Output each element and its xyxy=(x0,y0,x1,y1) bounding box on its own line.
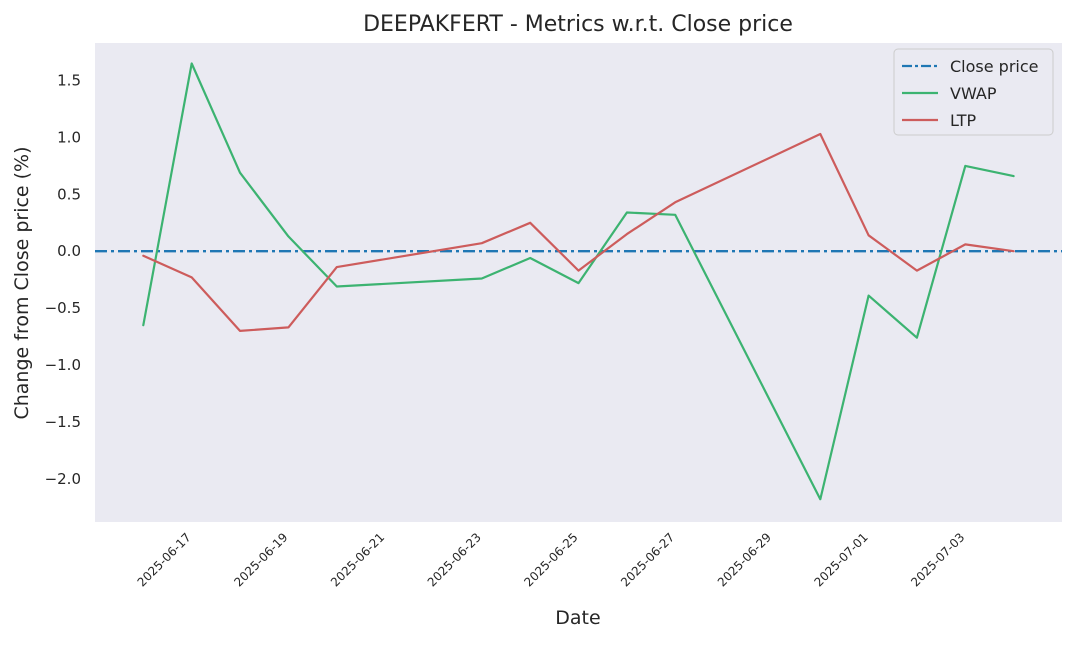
x-tick-label: 2025-06-25 xyxy=(521,530,580,589)
x-axis: 2025-06-17 2025-06-19 2025-06-21 2025-06-23… xyxy=(135,530,968,589)
x-tick-label: 2025-06-21 xyxy=(328,530,387,589)
x-tick-label: 2025-06-29 xyxy=(715,530,774,589)
y-tick-label: 0.5 xyxy=(57,185,81,203)
y-axis-label: Change from Close price (%) xyxy=(11,146,33,419)
x-tick-label: 2025-06-23 xyxy=(425,530,484,589)
chart-title: DEEPAKFERT - Metrics w.r.t. Close price xyxy=(363,12,793,37)
y-axis: 1.5 1.0 0.5 0.0 −0.5 −1.0 −1.5 −2.0 xyxy=(45,72,81,488)
x-tick-label: 2025-06-27 xyxy=(618,530,677,589)
legend-label: VWAP xyxy=(950,84,997,103)
x-tick-label: 2025-06-17 xyxy=(135,530,194,589)
series-layer xyxy=(95,62,1062,501)
x-axis-label: Date xyxy=(555,607,600,629)
legend-label: LTP xyxy=(950,111,976,130)
series-line-vwap xyxy=(142,62,1015,501)
x-tick-label: 2025-06-19 xyxy=(231,530,290,589)
y-tick-label: −1.0 xyxy=(45,356,81,374)
y-tick-label: −2.0 xyxy=(45,470,81,488)
x-tick-label: 2025-07-01 xyxy=(812,530,871,589)
x-tick-label: 2025-07-03 xyxy=(908,530,967,589)
y-tick-label: 1.0 xyxy=(57,128,81,146)
legend: Close price VWAP LTP xyxy=(893,48,1054,136)
legend-box xyxy=(893,48,1054,136)
y-tick-label: 0.0 xyxy=(57,242,81,260)
y-tick-label: 1.5 xyxy=(57,72,81,90)
series-line-ltp xyxy=(142,132,1015,332)
y-tick-label: −1.5 xyxy=(45,413,81,431)
y-tick-label: −0.5 xyxy=(45,299,81,317)
legend-label: Close price xyxy=(950,57,1039,76)
